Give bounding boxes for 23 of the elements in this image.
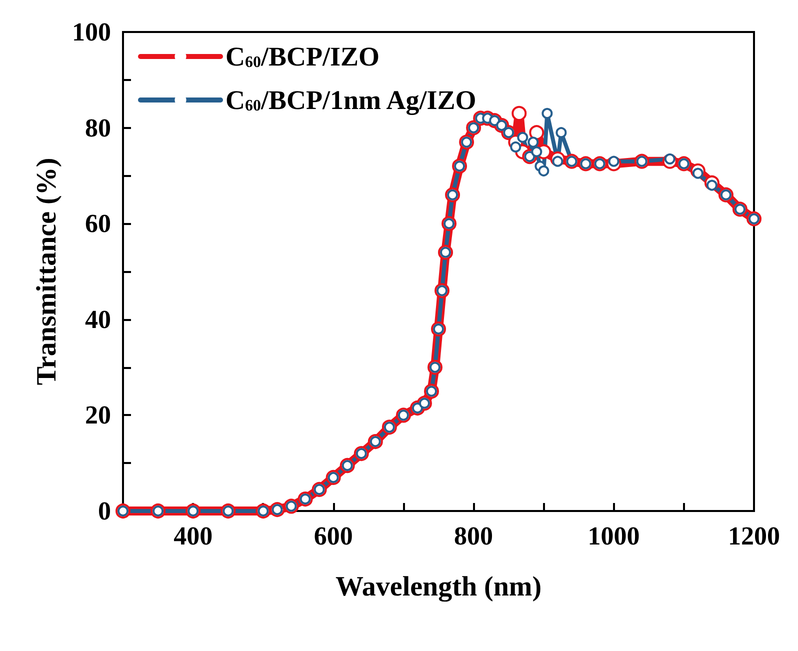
point	[517, 132, 528, 143]
x-tick-label: 1000	[588, 522, 640, 550]
x-tick-label: 800	[454, 522, 494, 550]
x-tick-label: 400	[174, 522, 213, 550]
x-axis-title: Wavelength (nm)	[335, 572, 542, 602]
point	[538, 165, 550, 176]
x-tick-label: 1200	[728, 522, 780, 550]
legend-label: C60/BCP/IZO	[226, 42, 380, 72]
y-tick-label: 40	[85, 304, 111, 334]
point	[512, 106, 527, 121]
point	[542, 108, 553, 119]
y-tick-label: 60	[85, 209, 111, 238]
y-tick-label: 100	[72, 18, 111, 46]
y-axis-title: Transmittance (%)	[32, 158, 62, 386]
y-tick-label: 80	[85, 113, 111, 142]
point	[556, 127, 567, 138]
y-tick-label: 20	[85, 400, 111, 430]
y-tick-label: 0	[98, 496, 111, 526]
point	[528, 136, 539, 148]
x-tick-label: 600	[314, 522, 353, 550]
point	[529, 125, 544, 140]
legend-label: C60/BCP/1nm Ag/IZO	[226, 85, 476, 115]
point	[531, 146, 542, 158]
